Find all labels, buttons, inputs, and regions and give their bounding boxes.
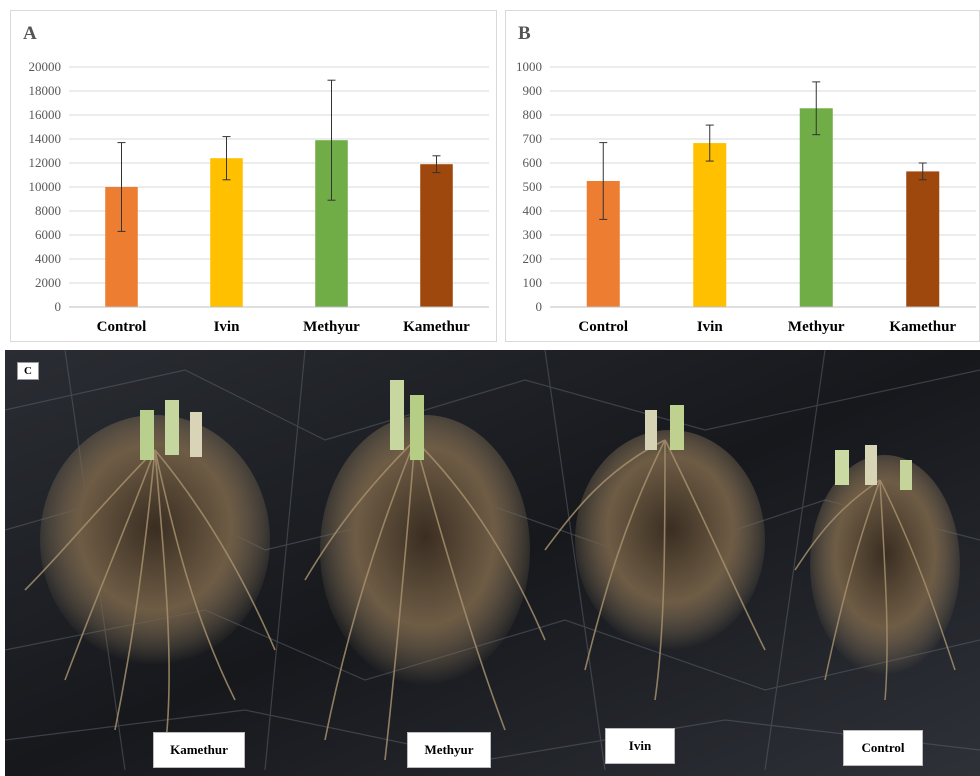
y-tick-label: 600 xyxy=(523,155,543,170)
root-clump-ivin xyxy=(544,405,766,701)
bar-methyur xyxy=(799,108,833,307)
photo-tag-ivin: Ivin xyxy=(605,728,675,764)
y-tick-label: 900 xyxy=(523,83,543,98)
x-category-label: Control xyxy=(578,319,628,335)
panel-label-a: A xyxy=(23,23,37,44)
y-tick-label: 6000 xyxy=(35,227,61,242)
error-bar-control xyxy=(599,142,608,220)
x-category-label: Methyur xyxy=(788,319,845,335)
y-tick-label: 12000 xyxy=(29,155,62,170)
y-tick-label: 400 xyxy=(523,203,543,218)
y-tick-label: 10000 xyxy=(29,179,62,194)
bar-kamethur xyxy=(906,171,940,307)
y-tick-label: 20000 xyxy=(29,59,62,74)
bar-kamethur xyxy=(420,164,453,307)
y-tick-label: 4000 xyxy=(35,251,61,266)
y-tick-label: 0 xyxy=(55,299,62,314)
bar-chart-b: 0 100 200 300 400 500 600 700 800 900 1000 Control I… xyxy=(516,59,976,335)
y-tick-label: 2000 xyxy=(35,275,61,290)
error-bar-ivin xyxy=(222,136,231,181)
x-category-label: Kamethur xyxy=(403,319,470,335)
y-tick-label: 200 xyxy=(523,251,543,266)
bar-ivin xyxy=(210,158,243,307)
x-category-label: Methyur xyxy=(303,319,360,335)
error-bar-control xyxy=(117,142,126,232)
panel-label-c: C xyxy=(17,362,39,380)
bar-chart-a: 0 2000 4000 6000 8000 10000 12000 14000 16000 180… xyxy=(29,59,489,335)
y-tick-label: 100 xyxy=(523,275,543,290)
y-tick-label: 700 xyxy=(523,131,543,146)
error-bar-kamethur xyxy=(432,155,441,174)
bar-ivin xyxy=(693,143,727,307)
photo-tag-kamethur: Kamethur xyxy=(153,732,245,768)
root-photo-illustration xyxy=(5,350,980,776)
y-tick-label: 8000 xyxy=(35,203,61,218)
root-clump-control xyxy=(794,445,960,701)
y-tick-label: 500 xyxy=(523,179,543,194)
error-bar-ivin xyxy=(705,124,714,162)
error-bar-methyur xyxy=(327,79,336,201)
y-tick-label: 300 xyxy=(523,227,543,242)
y-tick-label: 1000 xyxy=(516,59,542,74)
panel-label-b: B xyxy=(518,23,531,44)
x-category-label: Ivin xyxy=(697,319,724,335)
root-photo-panel: C Kamethur Methyur Ivin Control xyxy=(5,350,980,776)
error-bar-methyur xyxy=(812,81,821,136)
y-tick-label: 18000 xyxy=(29,83,62,98)
y-tick-label: 14000 xyxy=(29,131,62,146)
x-category-label: Control xyxy=(97,319,147,335)
root-clump-methyur xyxy=(304,380,546,761)
chart-panel-b: B 0 100 200 300 400 500 600 700 800 900 1000 Contro… xyxy=(505,10,980,342)
y-tick-label: 800 xyxy=(523,107,543,122)
chart-panel-a: A 0 2000 4000 6000 8000 10000 12000 14000 16000 1… xyxy=(10,10,497,342)
photo-tag-methyur: Methyur xyxy=(407,732,491,768)
y-tick-label: 0 xyxy=(536,299,543,314)
x-category-label: Ivin xyxy=(214,319,241,335)
photo-tag-control: Control xyxy=(843,730,923,766)
y-tick-label: 16000 xyxy=(29,107,62,122)
root-clump-kamethur xyxy=(24,400,276,751)
error-bar-kamethur xyxy=(918,162,927,181)
x-category-label: Kamethur xyxy=(889,319,956,335)
